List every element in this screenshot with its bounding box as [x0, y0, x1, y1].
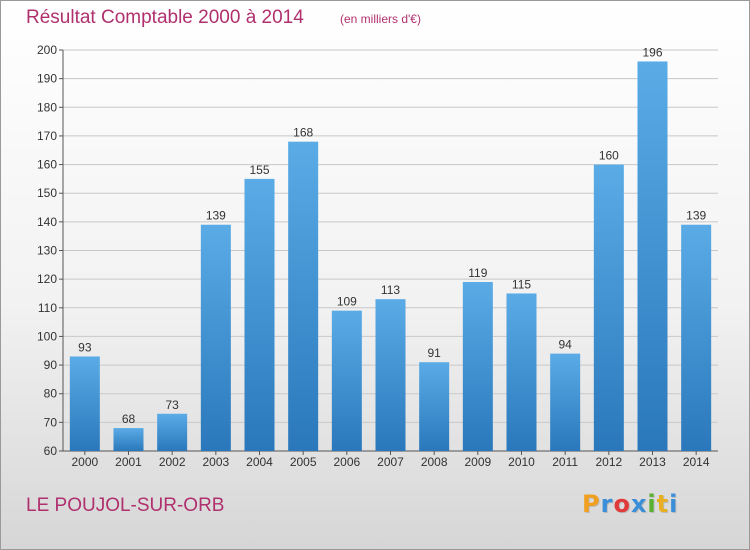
x-tick-label: 2007	[377, 455, 404, 469]
data-label: 160	[599, 149, 619, 163]
data-label: 93	[78, 340, 92, 354]
x-tick-label: 2003	[202, 455, 229, 469]
bar-2009	[462, 282, 493, 451]
bar-2010	[506, 293, 537, 451]
y-tick-label: 110	[38, 301, 57, 315]
data-label: 91	[427, 346, 441, 360]
data-label: 139	[686, 209, 706, 223]
logo-letter: x	[630, 490, 648, 518]
y-tick-label: 130	[37, 244, 57, 258]
y-tick-label: 150	[37, 186, 57, 200]
x-tick-label: 2013	[639, 455, 666, 469]
data-label: 109	[337, 295, 357, 309]
x-tick-label: 2009	[464, 455, 491, 469]
data-label: 115	[512, 277, 531, 291]
y-tick-label: 180	[37, 100, 57, 114]
y-tick-label: 60	[44, 444, 58, 458]
data-label: 168	[293, 126, 313, 140]
y-tick-label: 190	[37, 72, 57, 86]
x-tick-label: 2001	[115, 455, 142, 469]
y-tick-label: 80	[44, 387, 58, 401]
data-labels: 93 68 73 139 155 168 109 113 91 119 115 94 160 196 139	[78, 45, 706, 426]
logo-letter: i	[669, 490, 679, 518]
x-tick-label: 2000	[71, 455, 98, 469]
bar-2007	[375, 299, 406, 451]
y-tick-labels: 60 70 80 90 100 110 120 130 140 150 160 170 180 190 20…	[37, 43, 57, 458]
bar-2014	[681, 224, 712, 451]
bar-2002	[157, 413, 188, 451]
y-tick-label: 90	[44, 358, 58, 372]
data-label: 196	[642, 45, 662, 59]
logo-letter: t	[656, 490, 670, 518]
data-label: 139	[206, 209, 226, 223]
y-tick-label: 100	[37, 329, 57, 343]
bar-2005	[288, 141, 319, 451]
x-tick-label: 2014	[683, 455, 710, 469]
x-tick-label: 2011	[552, 455, 578, 469]
bars	[69, 61, 712, 452]
proxiti-logo: Proxiti	[582, 490, 678, 518]
data-label: 119	[468, 266, 487, 280]
x-tick-labels: 2000 2001 2002 2003 2004 2005 2006 2007 2008 2009…	[71, 451, 710, 469]
logo-letter: r	[600, 490, 614, 518]
data-label: 68	[122, 412, 136, 426]
data-label: 113	[381, 283, 400, 297]
x-tick-label: 2006	[333, 455, 360, 469]
logo-letter: o	[613, 490, 631, 518]
y-tick-label: 170	[37, 129, 57, 143]
logo-letter: i	[647, 490, 657, 518]
bar-2001	[113, 428, 144, 451]
chart-subtitle: (en milliers d'€)	[340, 12, 421, 26]
y-tick-label: 200	[37, 43, 57, 57]
data-label: 94	[558, 338, 572, 352]
bar-2000	[69, 356, 100, 451]
bar-2004	[244, 178, 275, 451]
bar-2013	[637, 61, 668, 451]
x-tick-label: 2002	[159, 455, 186, 469]
y-tick-label: 120	[37, 272, 57, 286]
y-tick-label: 70	[44, 415, 58, 429]
chart-title: Résultat Comptable 2000 à 2014	[26, 7, 304, 28]
bar-2008	[419, 362, 450, 451]
bar-2012	[593, 164, 624, 452]
data-label: 73	[165, 398, 179, 412]
place-name: LE POUJOL-SUR-ORB	[26, 495, 225, 516]
bar-2003	[200, 224, 231, 451]
x-tick-label: 2012	[595, 455, 622, 469]
y-tick-label: 140	[37, 215, 57, 229]
y-tick-label: 160	[37, 158, 57, 172]
bar-2011	[550, 353, 581, 451]
x-tick-label: 2005	[290, 455, 317, 469]
logo-letter: P	[582, 490, 601, 518]
bar-2006	[331, 310, 362, 451]
x-tick-label: 2008	[421, 455, 448, 469]
x-tick-label: 2004	[246, 455, 273, 469]
x-tick-label: 2010	[508, 455, 535, 469]
data-label: 155	[249, 163, 269, 177]
